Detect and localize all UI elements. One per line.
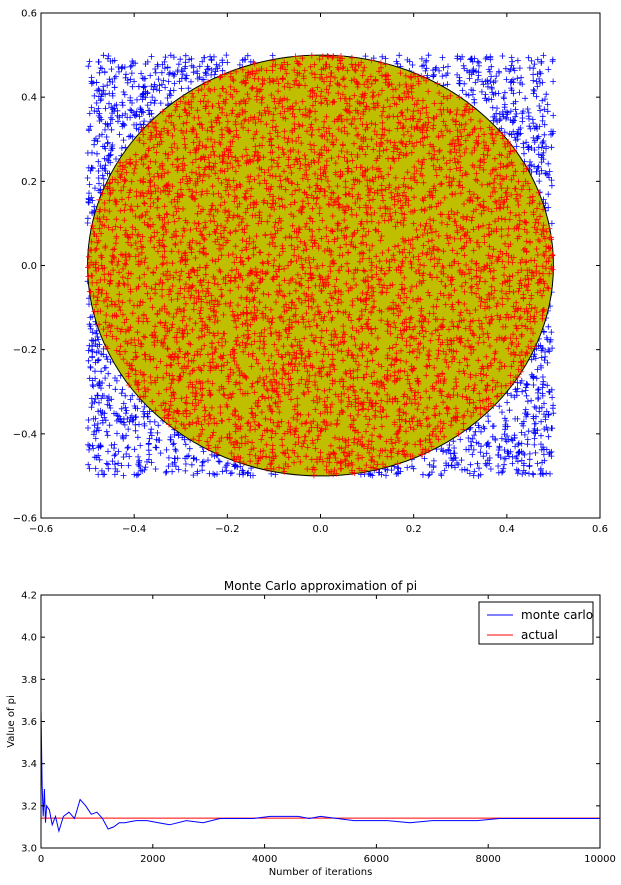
series-line-monte-carlo: [41, 708, 600, 834]
y-tick-label: −0.6: [13, 514, 37, 525]
x-tick-label: −0.4: [122, 524, 146, 535]
legend-label: actual: [521, 628, 558, 642]
x-tick-label: 0: [38, 854, 44, 865]
line-y-ticks: 3.0 3.2 3.4 3.6 3.8 4.0 4.2: [21, 591, 600, 855]
scatter-y-ticks: −0.6 −0.4 −0.2 0.0 0.2 0.4 0.6: [13, 9, 600, 525]
y-tick-label: 3.4: [21, 759, 37, 770]
legend-label: monte carlo: [521, 608, 593, 622]
x-tick-label: 10000: [584, 854, 616, 865]
x-axis-label: Number of iterations: [269, 867, 373, 878]
y-tick-label: −0.2: [13, 345, 37, 356]
y-tick-label: 0.6: [21, 9, 37, 20]
x-tick-label: −0.6: [29, 524, 53, 535]
x-tick-label: 8000: [475, 854, 500, 865]
y-axis-label: Value of pi: [6, 695, 17, 748]
x-tick-label: −0.2: [215, 524, 239, 535]
y-tick-label: 3.6: [21, 717, 37, 728]
chart-title: Monte Carlo approximation of pi: [224, 579, 417, 593]
y-tick-label: 3.0: [21, 844, 37, 855]
y-tick-label: 3.8: [21, 675, 37, 686]
x-tick-label: 2000: [140, 854, 165, 865]
y-tick-label: −0.4: [13, 429, 37, 440]
x-tick-label: 0.4: [499, 524, 515, 535]
inside-points-series: [85, 52, 556, 479]
x-tick-label: 4000: [252, 854, 277, 865]
scatter-x-ticks: −0.6 −0.4 −0.2 0.0 0.2 0.4 0.6: [29, 13, 608, 535]
y-tick-label: 4.2: [21, 591, 37, 602]
y-tick-label: 0.0: [21, 261, 37, 272]
line-series-group: [41, 708, 600, 834]
x-tick-label: 0.0: [313, 524, 329, 535]
x-tick-label: 0.2: [406, 524, 422, 535]
line-x-ticks: 0 2000 4000 6000 8000 10000: [38, 595, 616, 865]
y-tick-label: 4.0: [21, 633, 37, 644]
y-tick-label: 0.2: [21, 177, 37, 188]
y-tick-label: 3.2: [21, 801, 37, 812]
y-tick-label: 0.4: [21, 93, 37, 104]
legend: monte carlo actual: [478, 601, 594, 645]
x-tick-label: 6000: [364, 854, 389, 865]
x-tick-label: 0.6: [592, 524, 608, 535]
inside-point-markers: [85, 52, 556, 479]
line-chart: Monte Carlo approximation of pi 0 2000 400…: [6, 579, 616, 878]
legend-box: [478, 601, 594, 645]
scatter-chart: −0.6 −0.4 −0.2 0.0 0.2 0.4 0.6 −0.6 −0.4 −0.2 0.0…: [13, 9, 608, 536]
